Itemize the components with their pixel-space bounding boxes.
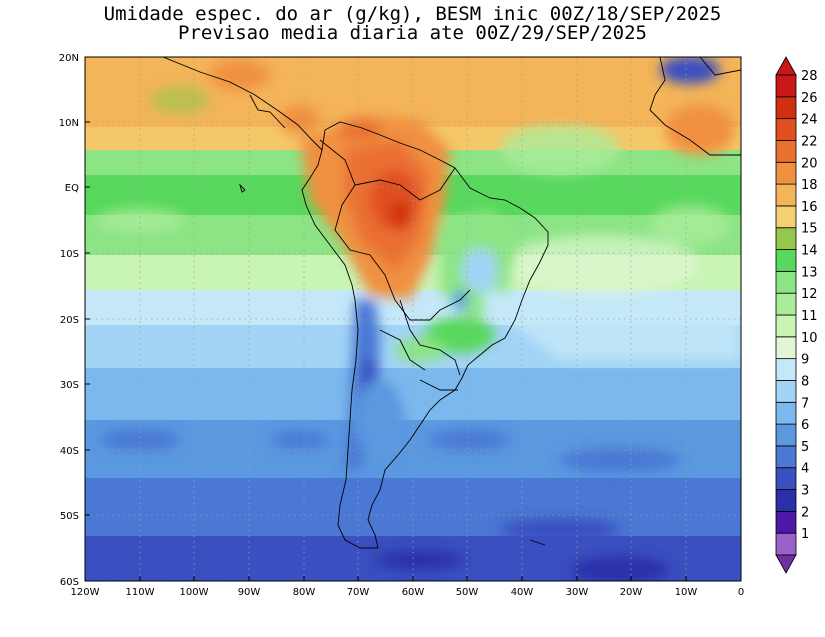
colorbar-label: 5 — [801, 440, 809, 455]
lat-label: 30S — [60, 380, 79, 391]
colorbar-swatch — [775, 314, 797, 338]
colorbar-label: 10 — [801, 331, 818, 346]
colorbar-swatch — [775, 183, 797, 207]
colorbar-label: 28 — [801, 69, 818, 84]
axis-ticks — [84, 56, 742, 581]
colorbar-label: 24 — [801, 113, 818, 128]
colorbar-under-arrow — [775, 554, 797, 574]
colorbar-label: 6 — [801, 418, 809, 433]
colorbar-swatch — [775, 292, 797, 316]
colorbar-label: 2 — [801, 505, 809, 520]
lon-label: 30W — [566, 587, 589, 598]
lat-label: EQ — [65, 183, 79, 194]
colorbar-label: 18 — [801, 178, 818, 193]
colorbar-swatch — [775, 401, 797, 425]
colorbar-label: 7 — [801, 396, 809, 411]
coastlines — [162, 57, 741, 549]
colorbar-swatch — [775, 358, 797, 381]
map-title-line-1: Umidade espec. do ar (g/kg), BESM inic 0… — [103, 3, 722, 25]
colorbar-label: 16 — [801, 200, 818, 215]
lon-label: 60W — [402, 587, 425, 598]
lon-label: 80W — [293, 587, 316, 598]
lon-label: 0 — [738, 587, 744, 598]
lat-label: 20N — [59, 53, 79, 64]
colorbar-label: 1 — [801, 527, 809, 542]
colorbar-swatch — [775, 510, 797, 534]
colorbar-label: 8 — [801, 374, 809, 389]
colorbar-swatch — [775, 96, 797, 120]
lat-label: 60S — [60, 577, 79, 588]
colorbar-label: 13 — [801, 265, 818, 280]
colorbar-label: 11 — [801, 309, 818, 324]
lon-label: 20W — [620, 587, 643, 598]
colorbar-swatch — [775, 227, 797, 250]
colorbar-swatch — [775, 423, 797, 447]
humidity-field — [85, 57, 741, 581]
colorbar-label: 9 — [801, 353, 809, 368]
colorbar-label: 20 — [801, 156, 818, 171]
colorbar-swatch — [775, 270, 797, 294]
colorbar-swatch — [775, 118, 797, 141]
lat-label: 20S — [60, 315, 79, 326]
colorbar-swatch — [775, 467, 797, 490]
colorbar-label: 12 — [801, 287, 818, 302]
lon-label: 70W — [347, 587, 370, 598]
lon-label: 120W — [71, 587, 100, 598]
lat-label: 10N — [59, 118, 79, 129]
colorbar-swatch — [775, 74, 797, 98]
latitude-labels: 20N 10N EQ 10S 20S 30S 40S 50S 60S — [59, 53, 79, 588]
colorbar-swatch — [775, 380, 797, 403]
colorbar-label: 14 — [801, 244, 818, 259]
lat-label: 40S — [60, 446, 79, 457]
lon-label: 110W — [126, 587, 155, 598]
colorbar-label: 26 — [801, 91, 818, 106]
colorbar-swatch — [775, 336, 797, 360]
lat-label: 10S — [60, 249, 79, 260]
colorbar-swatch — [775, 205, 797, 229]
colorbar-swatch — [775, 140, 797, 163]
colorbar-swatch — [775, 489, 797, 512]
lon-label: 10W — [675, 587, 698, 598]
colorbar-over-arrow — [775, 56, 797, 76]
colorbar-label: 4 — [801, 462, 809, 477]
colorbar-label: 22 — [801, 134, 818, 149]
colorbar-swatch — [775, 445, 797, 469]
lon-label: 40W — [511, 587, 534, 598]
lon-label: 50W — [456, 587, 479, 598]
lon-label: 100W — [180, 587, 209, 598]
lat-label: 50S — [60, 511, 79, 522]
map-title-line-2: Previsao media diaria ate 00Z/29/SEP/202… — [178, 22, 647, 44]
colorbar-swatch — [775, 532, 797, 556]
colorbar-swatch — [775, 161, 797, 185]
colorbar-swatch — [775, 249, 797, 272]
colorbar-label: 3 — [801, 484, 809, 499]
lon-label: 90W — [238, 587, 261, 598]
colorbar-label: 15 — [801, 222, 818, 237]
longitude-labels: 120W 110W 100W 90W 80W 70W 60W 50W 40W 3… — [71, 587, 745, 598]
